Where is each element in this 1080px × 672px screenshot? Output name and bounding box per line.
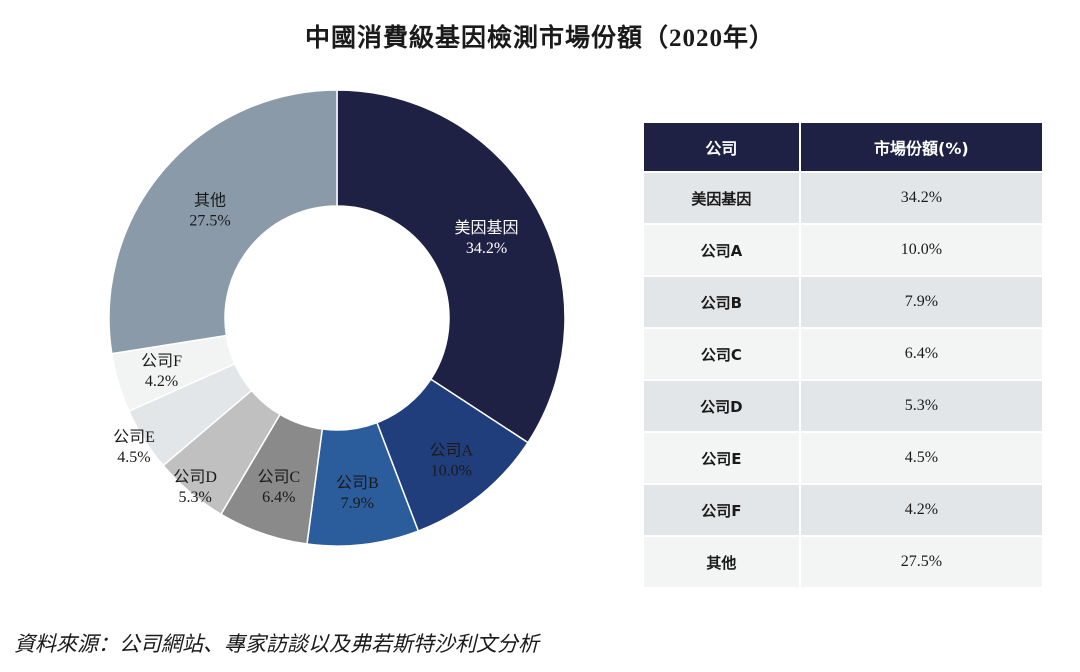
slice-value-label: 4.5%	[117, 449, 150, 466]
slice-7	[108, 89, 338, 355]
table-row: 公司E 4.5%	[644, 433, 1042, 483]
company-cell: 公司A	[644, 225, 799, 275]
donut-chart: 美因基因 34.2% 公司A 10.0% 公司B 7.9% 公司C 6.4% 公司D 5.3% 公司…	[108, 89, 566, 547]
share-cell: 5.3%	[800, 381, 1042, 431]
share-cell: 7.9%	[800, 277, 1042, 327]
company-cell: 美因基因	[644, 173, 799, 223]
table-row: 公司D 5.3%	[644, 381, 1042, 431]
slice-label: 公司B	[336, 475, 379, 492]
table-row: 美因基因 34.2%	[644, 173, 1042, 223]
slice-value-label: 34.2%	[466, 240, 507, 257]
slice-value-label: 27.5%	[189, 213, 230, 230]
table-row: 公司A 10.0%	[644, 225, 1042, 275]
share-cell: 4.5%	[800, 433, 1042, 483]
company-cell: 其他	[644, 537, 799, 587]
slice-0	[336, 89, 566, 444]
slice-value-label: 4.2%	[145, 373, 178, 390]
company-cell: 公司E	[644, 433, 799, 483]
slice-label: 公司F	[141, 353, 182, 370]
header-company: 公司	[644, 123, 799, 171]
slice-value-label: 5.3%	[179, 489, 212, 506]
market-share-table: 公司 市場份額(%) 美因基因 34.2% 公司A 10.0% 公司B 7.9% 公司C 6.…	[642, 121, 1044, 589]
slice-label: 其他	[194, 192, 226, 210]
slice-label: 公司E	[113, 429, 155, 446]
header-share: 市場份額(%)	[800, 123, 1042, 171]
slice-value-label: 6.4%	[262, 489, 295, 506]
company-cell: 公司D	[644, 381, 799, 431]
company-cell: 公司B	[644, 277, 799, 327]
slice-value-label: 7.9%	[341, 495, 374, 512]
company-cell: 公司F	[644, 485, 799, 535]
slice-value-label: 10.0%	[431, 463, 472, 480]
company-cell: 公司C	[644, 329, 799, 379]
slice-label: 公司A	[429, 443, 473, 460]
table-row: 其他 27.5%	[644, 537, 1042, 587]
source-note: 資料來源：公司網站、專家訪談以及弗若斯特沙利文分析	[14, 632, 539, 656]
share-cell: 6.4%	[800, 329, 1042, 379]
table-row: 公司F 4.2%	[644, 485, 1042, 535]
share-cell: 4.2%	[800, 485, 1042, 535]
share-cell: 27.5%	[800, 537, 1042, 587]
share-cell: 10.0%	[800, 225, 1042, 275]
share-cell: 34.2%	[800, 173, 1042, 223]
slice-label: 公司C	[257, 469, 300, 486]
chart-title: 中國消費級基因檢測市場份額（2020年）	[304, 25, 775, 52]
table-row: 公司B 7.9%	[644, 277, 1042, 327]
slice-label: 美因基因	[454, 219, 518, 237]
table-row: 公司C 6.4%	[644, 329, 1042, 379]
slice-label: 公司D	[173, 469, 217, 486]
